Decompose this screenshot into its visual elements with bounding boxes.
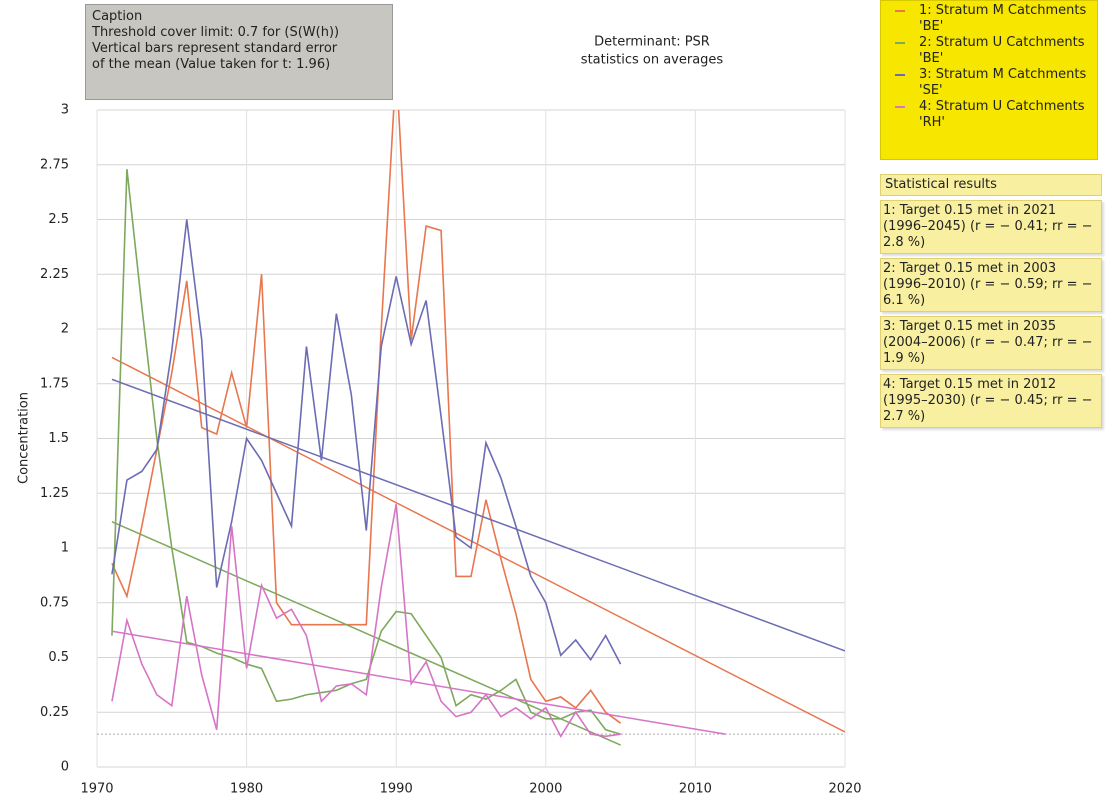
caption-line: of the mean (Value taken for t: 1.96) [92,57,331,72]
legend-entry: 3: Stratum M Catchments 'SE' [885,67,1093,99]
x-tick-label: 1970 [80,782,113,797]
y-tick-label: 1.75 [40,376,69,391]
chart-title: statistics on averages [581,53,724,68]
legend-label: 2: Stratum U Catchments 'BE' [919,35,1085,66]
y-tick-label: 1 [61,541,69,556]
stats-entry: 1: Target 0.15 met in 2021 (1996–2045) (… [880,200,1102,254]
stats-entry: 2: Target 0.15 met in 2003 (1996–2010) (… [880,258,1102,312]
trend-line [111,630,726,735]
y-tick-label: 0.25 [40,705,69,720]
plot-area [111,110,845,746]
y-tick-label: 2.25 [40,267,69,282]
stats-title: Statistical results [880,174,1102,196]
series-line [111,504,621,738]
y-tick-label: 1.5 [48,431,69,446]
legend-swatch [885,99,919,115]
y-tick-label: 3 [61,103,69,118]
legend-label: 1: Stratum M Catchments 'BE' [919,3,1087,34]
stats-panel: Statistical results 1: Target 0.15 met in… [880,174,1102,432]
legend-swatch [885,3,919,19]
stats-entry: 3: Target 0.15 met in 2035 (2004–2006) (… [880,316,1102,370]
series-line [111,110,622,724]
legend-swatch [885,67,919,83]
trend-line [111,521,621,746]
series-line [111,169,621,735]
x-tick-label: 2020 [828,782,861,797]
x-tick-label: 1990 [380,782,413,797]
caption-line: Caption [92,9,143,24]
y-tick-label: 0.75 [40,595,69,610]
legend-swatch [885,35,919,51]
y-tick-label: 0.5 [48,650,69,665]
stats-entry: 4: Target 0.15 met in 2012 (1995–2030) (… [880,374,1102,428]
series-line [111,219,622,665]
legend: 1: Stratum M Catchments 'BE' 2: Stratum U… [880,0,1098,160]
legend-entry: 4: Stratum U Catchments 'RH' [885,99,1093,131]
x-tick-label: 2000 [529,782,562,797]
caption-line: Threshold cover limit: 0.7 for (S(W(h)) [92,25,340,40]
x-tick-label: 1980 [230,782,263,797]
caption-box: Caption Threshold cover limit: 0.7 for (S… [85,4,393,100]
legend-swatch-line [895,10,905,12]
legend-swatch-line [895,74,905,76]
legend-label: 3: Stratum M Catchments 'SE' [919,67,1087,98]
legend-swatch-line [895,106,905,108]
y-tick-label: 0 [61,760,69,775]
legend-entry: 1: Stratum M Catchments 'BE' [885,3,1093,35]
y-tick-label: 1.25 [40,486,69,501]
y-tick-label: 2.75 [40,157,69,172]
caption-line: Vertical bars represent standard error [92,41,338,56]
x-tick-label: 2010 [679,782,712,797]
legend-swatch-line [895,42,905,44]
chart-title: Determinant: PSR [594,35,710,50]
y-tick-label: 2.5 [48,212,69,227]
trend-line [111,378,845,652]
trend-line [111,356,845,733]
legend-entry: 2: Stratum U Catchments 'BE' [885,35,1093,67]
y-tick-label: 2 [61,322,69,337]
legend-label: 4: Stratum U Catchments 'RH' [919,99,1085,130]
y-axis-label: Concentration [17,392,32,484]
